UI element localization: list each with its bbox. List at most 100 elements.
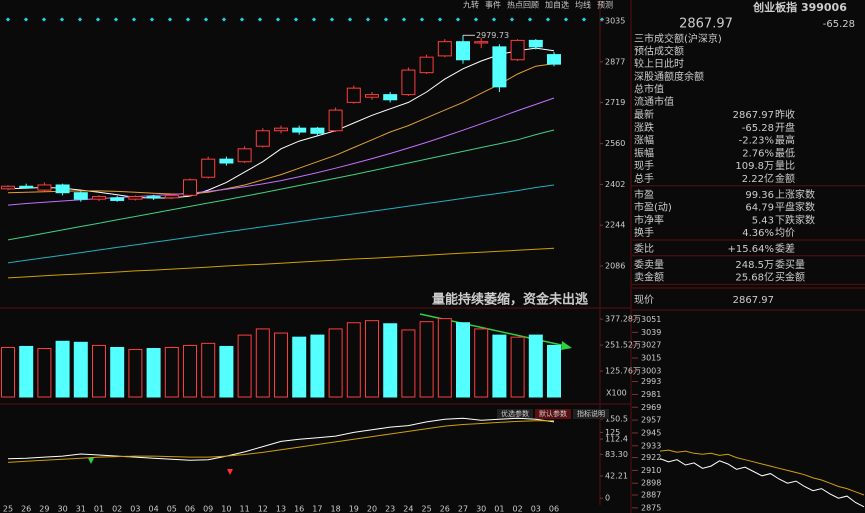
candle-body: [419, 56, 434, 74]
quote-label2: 委差: [775, 242, 795, 255]
quote-label2: 平盘家数: [775, 201, 815, 214]
quote-label: 涨跌: [634, 121, 654, 134]
toolbar-button[interactable]: 九转: [463, 0, 479, 10]
toolbar-button[interactable]: 均线: [575, 0, 591, 10]
y-tick-label: 2898: [641, 479, 661, 488]
quote-label: 卖金额: [634, 271, 664, 284]
param-button[interactable]: [497, 409, 533, 419]
quote-label2: 开盘: [775, 121, 795, 134]
param-button-label[interactable]: 默认参数: [539, 409, 567, 418]
toolbar-button[interactable]: 预测: [597, 0, 613, 10]
candle-body: [510, 39, 525, 61]
volume-bar: [255, 328, 270, 398]
candle-body: [201, 158, 216, 178]
candle-body: [37, 184, 52, 191]
volume-bar: [164, 346, 179, 398]
marker-dot: [167, 17, 173, 22]
volume-bar: [419, 321, 434, 398]
candle-body: [310, 127, 325, 134]
moving-average: [7, 129, 555, 241]
marker-dot: [23, 17, 29, 22]
volume-bar: [292, 336, 307, 398]
candle-body: [219, 158, 234, 164]
y-tick-label: 3027: [641, 341, 661, 350]
toolbar-button[interactable]: 事件: [485, 0, 501, 10]
quote-label: 市净率: [634, 213, 664, 226]
candle-body: [292, 127, 307, 133]
param-button-label[interactable]: 指标说明: [577, 409, 605, 418]
toolbar-button[interactable]: 热点回顾: [507, 0, 539, 10]
index-change: -65.28: [823, 19, 855, 30]
param-button[interactable]: [535, 409, 571, 419]
volume-bar: [346, 322, 361, 398]
candle-body: [1, 185, 15, 190]
date-label: 29: [39, 505, 49, 513]
signal-arrow: [88, 458, 94, 464]
info-label: 三市成交额(沪深京): [634, 32, 722, 45]
y-tick-label: 2875: [641, 503, 661, 512]
quote-label: 换手: [634, 226, 654, 239]
date-label: 31: [76, 505, 86, 513]
marker-dot: [77, 17, 83, 22]
candle-body: [547, 54, 561, 65]
quote-panel: 创业板指 399006 2867.97 -65.28 三市成交额(沪深京)预估成交额较…: [631, 0, 865, 306]
candle-body: [164, 194, 179, 199]
toolbar-button[interactable]: 加自选: [545, 0, 569, 10]
date-label: 06: [549, 505, 559, 513]
info-label: 预估成交额: [634, 45, 684, 58]
date-label: 06: [185, 505, 195, 513]
y-tick-label: 3035: [605, 17, 625, 26]
quote-value: +15.64%: [727, 244, 774, 255]
volume-bar: [365, 320, 379, 398]
candle-body: [55, 184, 70, 194]
date-label: 24: [403, 505, 413, 513]
marker-dot: [149, 17, 155, 22]
quote-value: 2.22亿: [742, 172, 774, 185]
volume-bar: [237, 334, 252, 398]
quote-label: 振幅: [634, 146, 654, 159]
unit-label: X100: [606, 389, 627, 398]
volume-bar: [456, 322, 470, 398]
y-tick-label: 125.76万: [605, 367, 641, 376]
quote-value: 5.43: [752, 215, 774, 226]
moving-average: [7, 247, 555, 279]
quote-value: 64.79: [745, 203, 774, 214]
moving-average: [7, 184, 555, 264]
date-label: 27: [458, 505, 468, 513]
quote-label2: 金额: [775, 172, 795, 185]
y-tick-label: 377.28万: [605, 315, 641, 324]
date-label: 01: [494, 505, 504, 513]
quote-label: 涨幅: [634, 134, 654, 147]
param-button[interactable]: [573, 409, 609, 419]
marker-dot: [239, 17, 245, 22]
quote-value: 248.5万: [735, 260, 774, 271]
candle-body: [73, 192, 88, 200]
candle-body: [528, 39, 543, 48]
intraday-line: [659, 458, 865, 508]
y-tick-label: 2244: [605, 221, 625, 230]
quote-label: 委卖量: [634, 258, 664, 271]
y-tick-label: 2402: [605, 180, 625, 189]
candle-body: [110, 197, 125, 201]
y-tick-label: 3051: [641, 315, 661, 324]
candle-body: [183, 179, 197, 196]
date-label: 30: [476, 505, 486, 513]
quote-value: -65.28: [742, 123, 774, 134]
volume-bar: [1, 346, 15, 398]
date-label: 10: [221, 505, 231, 513]
last-label: 现价: [634, 294, 654, 306]
date-label: 12: [258, 505, 268, 513]
quote-label2: 昨收: [775, 108, 795, 121]
y-tick-label: 2957: [641, 416, 661, 425]
volume-bar: [510, 336, 525, 398]
candle-body: [437, 41, 452, 57]
volume-bar: [55, 340, 70, 398]
candle-body: [401, 69, 416, 96]
signal-arrow: [227, 469, 233, 475]
quote-label: 总手: [634, 172, 654, 185]
y-tick-label: 2922: [641, 453, 661, 462]
marker-dot: [113, 17, 119, 22]
marker-dot: [5, 17, 11, 22]
param-button-label[interactable]: 优选参数: [501, 409, 529, 418]
